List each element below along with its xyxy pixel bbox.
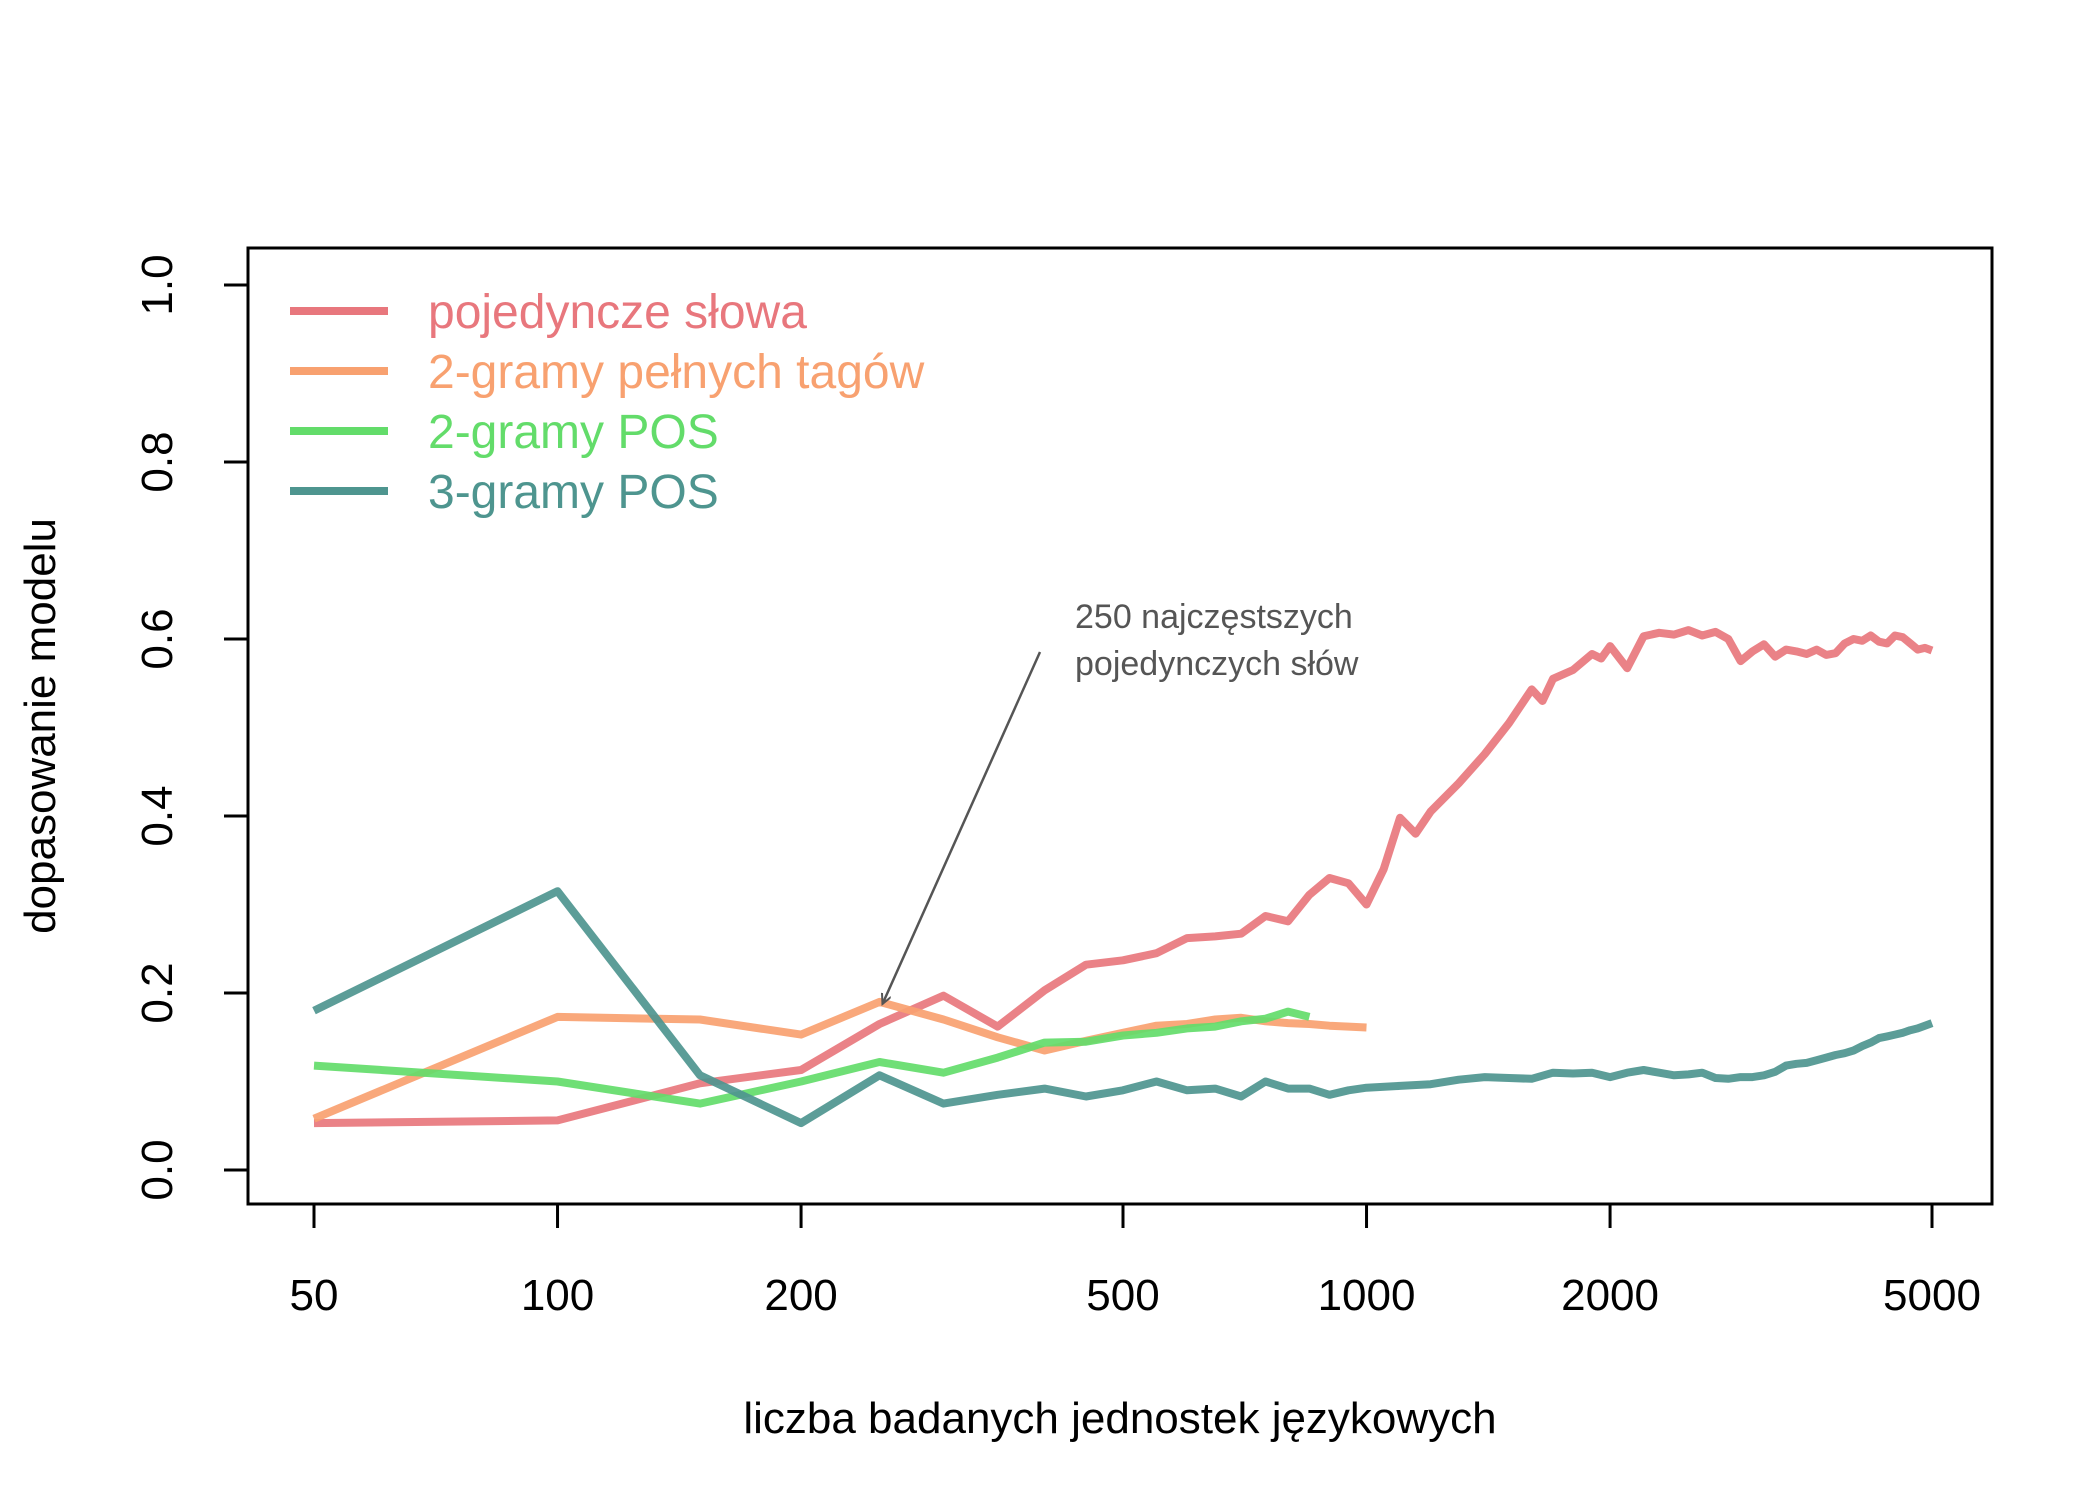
- legend-label: 2-gramy pełnych tagów: [428, 346, 925, 399]
- x-tick-label: 2000: [1561, 1271, 1659, 1320]
- y-tick-label: 0.8: [133, 431, 182, 492]
- legend-label: 3-gramy POS: [428, 466, 719, 519]
- x-tick-label: 500: [1086, 1271, 1159, 1320]
- y-tick-label: 0.6: [133, 608, 182, 669]
- y-tick-label: 1.0: [133, 254, 182, 315]
- x-tick-label: 50: [290, 1271, 339, 1320]
- x-tick-label: 1000: [1318, 1271, 1416, 1320]
- series-line-4: [312, 887, 1934, 1128]
- x-tick-label: 100: [521, 1271, 594, 1320]
- y-tick-label: 0.4: [133, 785, 182, 846]
- series-line-3: [313, 1007, 1311, 1108]
- series-group: [312, 626, 1934, 1128]
- x-tick-label: 200: [764, 1271, 837, 1320]
- series-line-2: [312, 997, 1367, 1123]
- x-axis-title: liczba badanych jednostek językowych: [743, 1394, 1496, 1443]
- y-tick-label: 0.2: [133, 962, 182, 1023]
- y-axis: 0.0 0.2 0.4 0.6 0.8 1.0: [133, 254, 250, 1201]
- y-axis-title: dopasowanie modelu: [16, 518, 65, 934]
- annotation: 250 najczęstszych pojedynczych słów: [882, 598, 1359, 1004]
- legend-label: 2-gramy POS: [428, 406, 719, 459]
- annotation-text-line-1: 250 najczęstszych: [1075, 598, 1353, 636]
- y-tick-label: 0.0: [133, 1139, 182, 1200]
- series-line-1: [313, 626, 1934, 1128]
- legend: pojedyncze słowa 2-gramy pełnych tagów 2-g…: [290, 286, 925, 519]
- annotation-arrow: [882, 651, 1042, 1004]
- x-tick-label: 5000: [1883, 1271, 1981, 1320]
- x-axis: 50 100 200 500 1000 2000 5000: [290, 1202, 1981, 1320]
- legend-label: pojedyncze słowa: [428, 286, 807, 339]
- annotation-text-line-2: pojedynczych słów: [1075, 645, 1359, 683]
